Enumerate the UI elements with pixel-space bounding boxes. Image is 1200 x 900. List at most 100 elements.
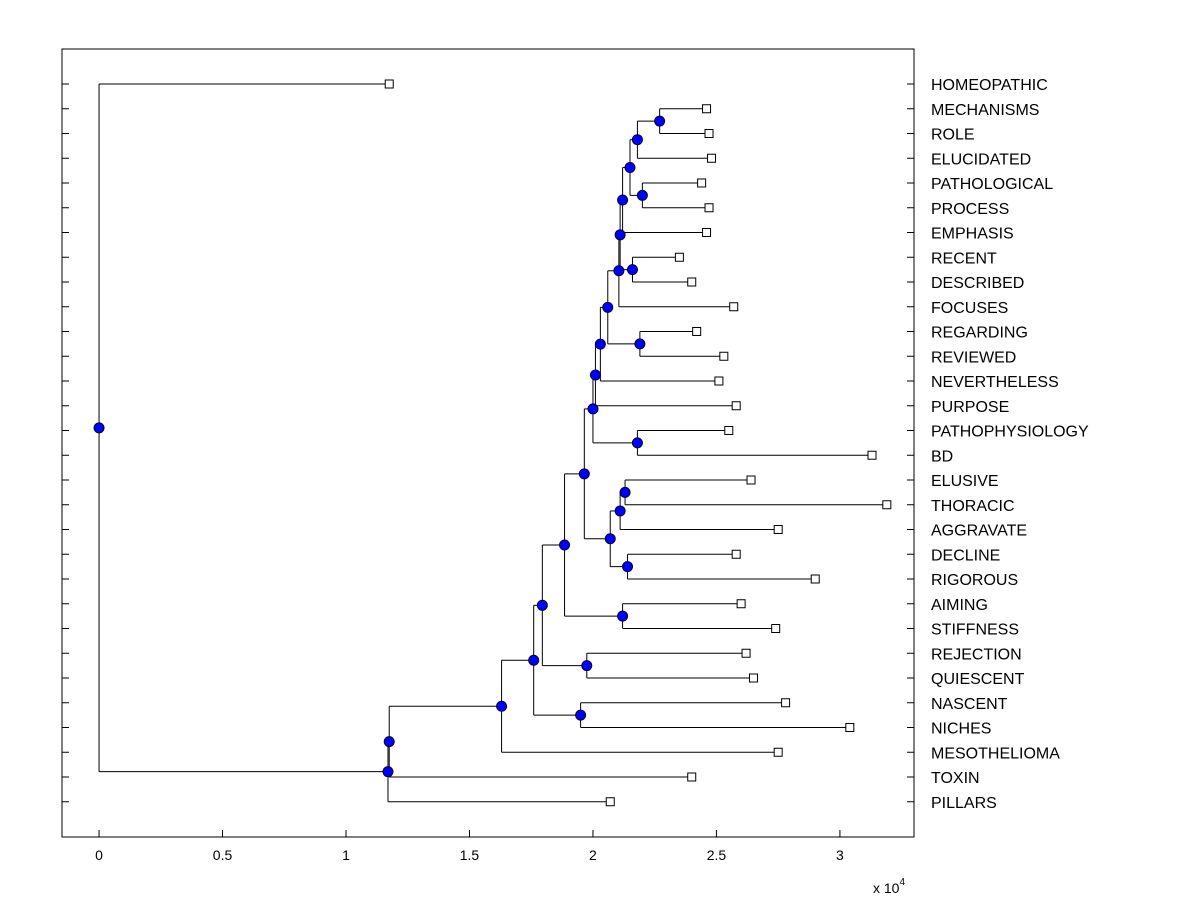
leaf-marker (719, 351, 729, 361)
x-tick-label: 1 (342, 847, 350, 863)
leaf-label: PILLARS (931, 795, 997, 812)
leaf-label: NICHES (931, 721, 991, 738)
internal-node (617, 610, 629, 622)
internal-node (631, 134, 643, 146)
internal-node (93, 422, 105, 434)
leaf-label: STIFFNESS (931, 622, 1019, 639)
x-tick-label: 1.5 (460, 847, 480, 863)
leaf-marker (810, 574, 820, 584)
leaf-label: EMPHASIS (931, 226, 1014, 243)
leaf-marker (748, 673, 758, 683)
leaf-label: FOCUSES (931, 300, 1008, 317)
leaf-label: QUIESCENT (931, 671, 1025, 688)
leaf-marker (687, 277, 697, 287)
leaf-label: RECENT (931, 250, 997, 267)
internal-node (589, 369, 601, 381)
leaf-marker (773, 525, 783, 534)
internal-node (383, 736, 395, 748)
leaf-marker (867, 450, 877, 460)
internal-node (587, 403, 599, 415)
internal-node (594, 338, 606, 350)
x-tick-label: 0 (95, 847, 103, 863)
leaf-label: THORACIC (931, 498, 1015, 515)
leaf-marker (714, 376, 724, 386)
leaf-markers (384, 79, 892, 807)
internal-node (626, 264, 638, 276)
internal-node (614, 229, 626, 241)
y-axis-ticks (62, 83, 914, 803)
leaf-labels: HOMEOPATHIC MECHANISMS ROLE ELUCIDATED PATHO… (931, 77, 1089, 812)
leaf-label: NEVERTHELESS (931, 374, 1059, 391)
leaf-marker (736, 599, 746, 609)
x-tick-label: 3 (836, 847, 844, 863)
leaf-label: REVIEWED (931, 349, 1016, 366)
internal-node (578, 468, 590, 480)
leaf-label: ELUCIDATED (931, 151, 1031, 168)
leaf-label: AGGRAVATE (931, 523, 1027, 540)
leaf-marker (773, 747, 783, 757)
leaf-label: TOXIN (931, 770, 980, 787)
leaf-label: NASCENT (931, 696, 1008, 713)
leaf-marker (724, 426, 734, 435)
plot-frame (61, 48, 915, 838)
internal-node (581, 660, 593, 672)
leaf-marker (771, 624, 781, 633)
leaf-marker (704, 203, 714, 213)
leaf-marker (384, 79, 394, 89)
internal-node (536, 599, 548, 611)
leaf-marker (746, 475, 756, 485)
internal-node (654, 115, 666, 127)
x-axis-ticks: 0 0.5 1 1.5 2 2.5 3 (95, 830, 844, 863)
leaf-label: BD (931, 448, 953, 465)
leaf-label: PATHOPHYSIOLOGY (931, 424, 1089, 441)
internal-node (382, 766, 394, 778)
leaf-marker (729, 302, 739, 312)
leaf-marker (731, 549, 741, 559)
internal-node (622, 561, 634, 573)
leaf-marker (697, 178, 707, 188)
leaf-label: DESCRIBED (931, 275, 1024, 292)
internal-node (528, 654, 540, 666)
leaf-marker (692, 327, 702, 336)
internal-node (631, 437, 643, 449)
leaf-marker (674, 252, 684, 262)
leaf-marker (702, 104, 712, 114)
leaf-marker (741, 648, 751, 658)
x-tick-label: 2.5 (707, 847, 727, 863)
internal-node (613, 265, 625, 277)
internal-node (614, 505, 626, 517)
internal-node (619, 486, 631, 498)
leaf-marker (706, 153, 716, 163)
internal-nodes (93, 115, 666, 778)
leaf-label: PURPOSE (931, 399, 1009, 416)
leaf-marker (882, 500, 892, 510)
internal-node (604, 533, 616, 545)
leaf-label: ROLE (931, 127, 975, 144)
x-multiplier-label: x 104 (873, 877, 905, 896)
leaf-marker (731, 401, 741, 411)
leaf-label: MESOTHELIOMA (931, 745, 1060, 762)
leaf-label: PROCESS (931, 201, 1009, 218)
internal-node (634, 338, 646, 350)
internal-node (602, 301, 614, 313)
internal-node (617, 194, 629, 206)
leaf-marker (702, 228, 712, 237)
leaf-marker (687, 772, 697, 782)
leaf-marker (605, 797, 615, 807)
x-tick-label: 0.5 (213, 847, 233, 863)
internal-node (624, 162, 636, 174)
leaf-label: HOMEOPATHIC (931, 77, 1048, 94)
internal-node (636, 189, 648, 201)
leaf-label: DECLINE (931, 547, 1000, 564)
leaf-label: PATHOLOGICAL (931, 176, 1053, 193)
leaf-label: MECHANISMS (931, 102, 1039, 119)
leaf-label: AIMING (931, 597, 988, 614)
leaf-marker (781, 698, 791, 708)
leaf-marker (704, 129, 714, 138)
internal-node (559, 539, 571, 551)
internal-node (496, 700, 508, 712)
leaf-label: ELUSIVE (931, 473, 999, 490)
leaf-label: RIGOROUS (931, 572, 1018, 589)
leaf-marker (845, 723, 855, 732)
